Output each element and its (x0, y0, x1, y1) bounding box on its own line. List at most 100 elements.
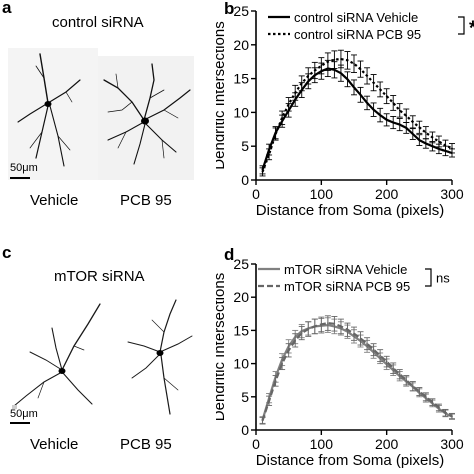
y-tick-label: 5 (241, 389, 249, 405)
y-tick-label: 20 (233, 37, 249, 53)
scale-bar-control (10, 177, 30, 179)
data-point (333, 58, 336, 61)
scale-label-control: 50μm (10, 162, 38, 174)
scale-label-mtor: 50μm (10, 408, 38, 420)
x-tick-label: 300 (440, 436, 464, 452)
neuron-images-mtor (10, 299, 193, 424)
data-point (274, 380, 277, 382)
x-tick-label: 0 (252, 186, 260, 202)
data-point (274, 133, 277, 135)
data-point (392, 102, 394, 104)
x-tick-label: 300 (440, 186, 464, 202)
data-point (431, 136, 434, 139)
legend: mTOR siRNA Vehicle mTOR siRNA PCB 95 ns (258, 262, 450, 294)
series-2 (259, 49, 455, 177)
y-axis-label: Dendritic Intersections (216, 273, 228, 421)
data-point (327, 60, 329, 63)
data-point (444, 144, 447, 147)
label-mtor-vehicle: Vehicle (30, 436, 79, 453)
label-mtor-pcb95: PCB 95 (120, 436, 172, 453)
significance-bracket (458, 16, 465, 35)
data-point (412, 121, 414, 123)
data-point (385, 95, 388, 97)
x-tick-label: 0 (252, 436, 260, 452)
data-point (261, 171, 264, 173)
y-tick-label: 0 (241, 172, 249, 188)
y-tick-label: 20 (233, 289, 249, 305)
x-tick-label: 200 (375, 186, 399, 202)
data-point (281, 362, 283, 365)
data-point (300, 82, 303, 85)
data-point (346, 78, 349, 81)
data-point (405, 114, 408, 117)
neuron-control-pcb95 (103, 63, 191, 165)
x-axis-label: Distance from Soma (pixels) (256, 452, 444, 469)
soma-control-pcb95 (141, 117, 149, 125)
y-tick-label: 15 (233, 322, 249, 338)
data-point (307, 328, 310, 330)
data-point (287, 349, 290, 352)
data-point (287, 103, 290, 106)
data-point (385, 360, 388, 363)
data-point (451, 415, 453, 417)
data-point (340, 72, 342, 74)
panel-letter-c: c (2, 243, 12, 262)
data-point (320, 323, 323, 326)
data-point (438, 140, 440, 143)
legend-label: mTOR siRNA PCB 95 (284, 279, 410, 294)
data-point (438, 148, 440, 150)
data-point (340, 58, 342, 60)
series-2 (259, 315, 455, 425)
data-point (320, 64, 323, 67)
data-point (412, 133, 414, 135)
condition-label-control: control siRNA (52, 14, 144, 31)
data-point (398, 109, 401, 112)
data-point (333, 69, 336, 71)
series-line (261, 321, 453, 422)
data-point (359, 68, 362, 70)
soma-mtor-pcb95 (156, 350, 164, 356)
legend-label: control siRNA PCB 95 (294, 27, 421, 42)
panel-letter: b (224, 0, 234, 18)
data-point (372, 348, 375, 351)
series-line (261, 67, 453, 171)
data-point (418, 139, 421, 141)
data-point (444, 411, 447, 414)
data-point (412, 385, 414, 387)
significance-bracket (425, 268, 432, 287)
data-point (379, 354, 381, 357)
neuron-control-vehicle (17, 53, 81, 167)
data-point (366, 342, 368, 345)
label-control-pcb95: PCB 95 (120, 192, 172, 209)
neuron-mtor-pcb95 (127, 299, 193, 415)
x-tick-label: 100 (310, 186, 334, 202)
data-point (425, 142, 427, 145)
legend-label: mTOR siRNA Vehicle (284, 262, 407, 277)
series-1 (259, 59, 455, 175)
data-point (281, 117, 283, 119)
y-tick-label: 10 (233, 356, 249, 372)
legend: control siRNA Vehicle control siRNA PCB 9… (268, 10, 474, 42)
y-tick-label: 25 (233, 3, 249, 19)
series-1 (259, 317, 455, 424)
panel-letter: d (224, 245, 234, 264)
panel-letter-a: a (2, 0, 12, 17)
data-point (346, 59, 349, 62)
debris-mark (12, 405, 17, 409)
data-point (268, 153, 270, 156)
series-line (261, 57, 453, 173)
data-point (353, 86, 355, 89)
soma-control-vehicle (44, 101, 52, 107)
data-point (366, 75, 368, 77)
data-point (340, 325, 342, 328)
data-point (307, 75, 310, 77)
data-point (294, 91, 296, 94)
data-point (418, 390, 421, 393)
significance-marker: ns (436, 271, 450, 286)
data-point (379, 114, 381, 116)
data-point (431, 401, 434, 403)
legend-label: control siRNA Vehicle (294, 10, 418, 25)
data-point (353, 332, 355, 335)
neuron-mtor-vehicle (13, 303, 101, 407)
